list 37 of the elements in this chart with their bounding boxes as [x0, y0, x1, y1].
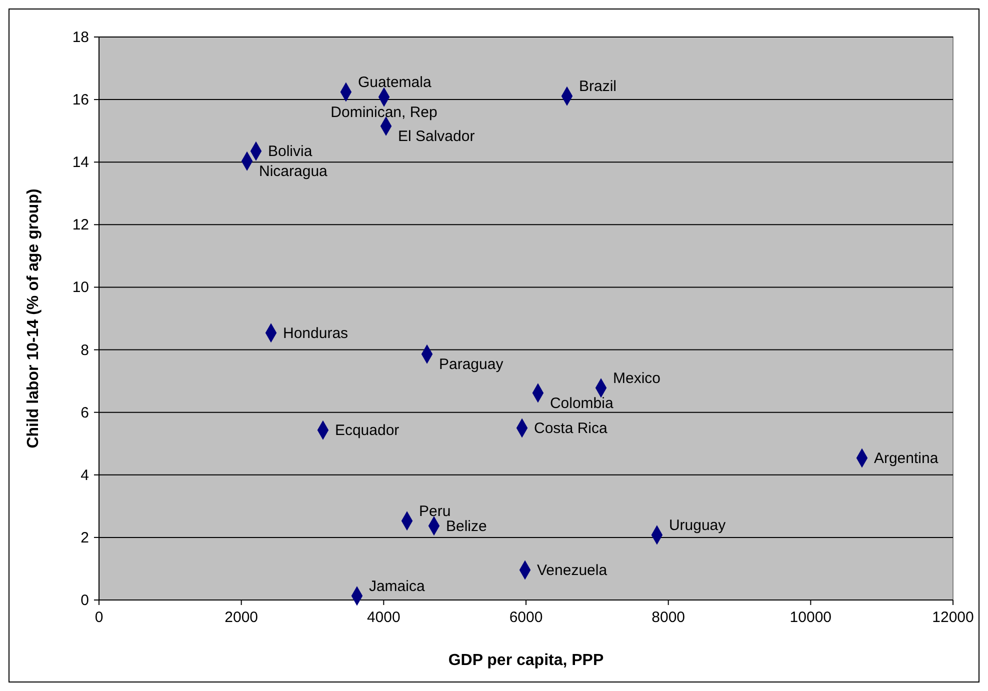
x-axis-title: GDP per capita, PPP [448, 652, 604, 669]
annotation: Nicaragua [259, 163, 328, 180]
annotation: Uruguay [668, 516, 726, 534]
annotation: Colombia [550, 394, 614, 412]
annotation: Ecquador [334, 422, 400, 440]
annotation: Mexico [613, 370, 661, 387]
y-tick-label: 14 [72, 154, 89, 172]
y-tick-label: 0 [80, 592, 89, 609]
y-axis-title: Child labor 10-14 (% of age group) [25, 188, 42, 448]
x-tick-label: 12000 [932, 609, 974, 626]
annotation: Costa Rica [534, 420, 608, 437]
annotation: Paraguay [439, 356, 504, 374]
x-tick-label: 4000 [366, 609, 400, 626]
annotation: Venezuela [537, 562, 608, 579]
annotation: Honduras [283, 324, 348, 342]
y-tick-label: 6 [80, 404, 89, 422]
y-tick-label: 8 [80, 342, 89, 359]
x-tick-label: 8000 [652, 609, 686, 626]
x-tick-label: 0 [94, 609, 104, 626]
annotation: Dominican, Rep [330, 104, 438, 122]
y-tick-label: 16 [72, 92, 89, 109]
x-tick-label: 2000 [224, 609, 258, 626]
annotation: El Salvador [398, 128, 475, 146]
x-tick-label: 10000 [790, 609, 832, 626]
annotation: Belize [446, 518, 487, 535]
annotation: Brazil [578, 78, 617, 96]
y-tick-label: 2 [80, 529, 89, 546]
y-tick-label: 10 [72, 279, 89, 296]
y-tick-label: 18 [72, 29, 89, 46]
annotation: Guatemala [358, 74, 432, 92]
annotation: Peru [419, 502, 451, 520]
x-tick-label: 6000 [509, 609, 543, 626]
annotation: Jamaica [368, 578, 426, 595]
y-tick-label: 12 [72, 216, 89, 234]
annotation: Argentina [874, 450, 939, 467]
annotation: Bolivia [268, 143, 313, 160]
y-tick-label: 4 [80, 466, 89, 484]
